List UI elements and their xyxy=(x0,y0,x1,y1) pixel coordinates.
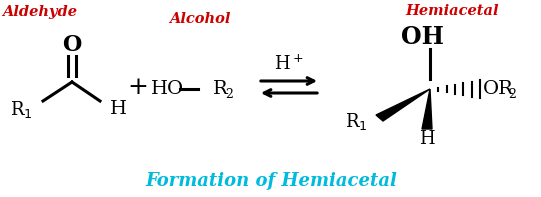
Text: R: R xyxy=(213,80,228,98)
Text: O: O xyxy=(62,34,82,56)
Text: 2: 2 xyxy=(508,87,516,100)
Text: Hemiacetal: Hemiacetal xyxy=(405,4,499,18)
Text: OH: OH xyxy=(400,25,444,49)
Text: H: H xyxy=(110,100,127,118)
Text: OR: OR xyxy=(483,80,514,98)
Polygon shape xyxy=(376,89,430,121)
Text: R$_1$: R$_1$ xyxy=(345,111,368,132)
Text: 2: 2 xyxy=(225,87,233,100)
Text: HO: HO xyxy=(151,80,184,98)
Text: Aldehyde: Aldehyde xyxy=(3,5,77,19)
Text: R$_1$: R$_1$ xyxy=(10,98,33,120)
Polygon shape xyxy=(422,89,432,129)
Text: Alcohol: Alcohol xyxy=(169,12,230,26)
Text: H: H xyxy=(419,130,435,148)
Text: Formation of Hemiacetal: Formation of Hemiacetal xyxy=(145,172,397,190)
Text: +: + xyxy=(128,75,148,98)
Text: H$^+$: H$^+$ xyxy=(274,54,304,74)
